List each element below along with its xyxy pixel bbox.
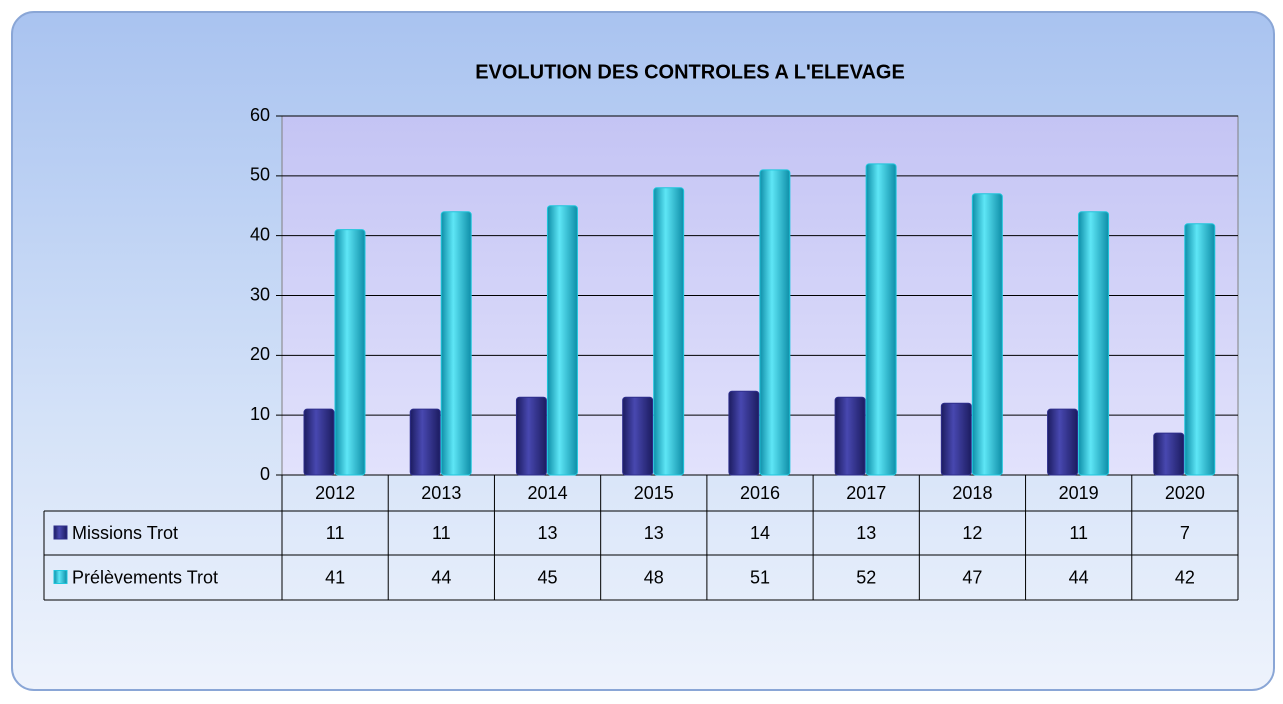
table-value: 11 <box>1069 523 1088 543</box>
y-tick-label: 10 <box>250 404 270 424</box>
x-tick-label: 2016 <box>740 483 780 503</box>
bar <box>865 163 897 476</box>
bar <box>1078 211 1110 476</box>
bar <box>409 408 441 476</box>
y-tick-label: 50 <box>250 165 270 185</box>
bar <box>440 211 472 476</box>
bar <box>1153 432 1185 476</box>
bar <box>1047 408 1079 476</box>
table-value: 48 <box>644 567 664 587</box>
table-value: 44 <box>1069 567 1089 587</box>
x-tick-label: 2019 <box>1059 483 1099 503</box>
legend-key <box>53 570 68 584</box>
table-value: 11 <box>326 523 345 543</box>
x-tick-label: 2015 <box>634 483 674 503</box>
table-value: 12 <box>962 523 982 543</box>
legend-key <box>53 525 68 540</box>
y-tick-label: 40 <box>250 224 270 244</box>
bar <box>653 187 685 476</box>
bar <box>759 169 791 476</box>
table-value: 41 <box>325 567 345 587</box>
table-value: 13 <box>644 523 664 543</box>
bar <box>728 390 760 476</box>
table-value: 14 <box>750 523 770 543</box>
x-tick-label: 2020 <box>1165 483 1205 503</box>
y-tick-label: 0 <box>260 464 270 484</box>
table-value: 13 <box>856 523 876 543</box>
legend-label: Missions Trot <box>72 523 178 543</box>
y-tick-label: 20 <box>250 344 270 364</box>
x-tick-label: 2014 <box>528 483 568 503</box>
table-value: 44 <box>431 567 451 587</box>
y-tick-label: 60 <box>250 105 270 125</box>
chart-title: EVOLUTION DES CONTROLES A L'ELEVAGE <box>475 61 905 83</box>
bar <box>334 229 366 476</box>
table-value: 7 <box>1180 523 1190 543</box>
bar <box>940 402 972 476</box>
table-value: 51 <box>750 567 770 587</box>
bar <box>971 193 1003 476</box>
bar <box>303 408 335 476</box>
bar <box>546 205 578 476</box>
table-value: 11 <box>432 523 451 543</box>
x-tick-label: 2017 <box>846 483 886 503</box>
table-value: 42 <box>1175 567 1195 587</box>
table-value: 45 <box>538 567 558 587</box>
y-tick-label: 30 <box>250 284 270 304</box>
x-tick-label: 2012 <box>315 483 355 503</box>
bar <box>834 396 866 476</box>
table-value: 13 <box>538 523 558 543</box>
legend-label: Prélèvements Trot <box>72 567 218 587</box>
table-value: 47 <box>962 567 982 587</box>
table-value: 52 <box>856 567 876 587</box>
x-tick-label: 2013 <box>421 483 461 503</box>
bar <box>1184 223 1216 476</box>
x-tick-label: 2018 <box>952 483 992 503</box>
bar <box>515 396 547 476</box>
bar <box>622 396 654 476</box>
